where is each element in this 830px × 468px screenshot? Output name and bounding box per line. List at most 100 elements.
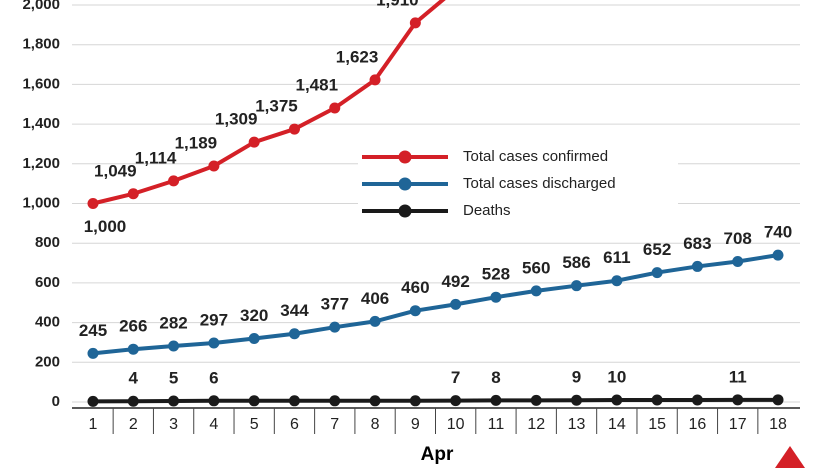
legend-label: Total cases confirmed: [463, 148, 608, 165]
data-label: 9: [572, 368, 581, 387]
point: [329, 395, 341, 407]
y-tick-label: 200: [35, 353, 60, 370]
x-tick-label: 9: [411, 416, 420, 433]
point: [611, 394, 623, 406]
data-label: 406: [361, 289, 389, 308]
point: [168, 340, 180, 352]
point: [127, 395, 139, 407]
point: [329, 321, 341, 333]
point: [409, 395, 421, 407]
y-tick-label: 800: [35, 234, 60, 251]
data-label: 1,623: [336, 47, 379, 66]
point: [369, 315, 381, 327]
point: [409, 17, 421, 29]
legend-label: Total cases discharged: [463, 175, 616, 192]
series-line: [92, 0, 446, 206]
data-label: 7: [451, 368, 460, 387]
data-label: 683: [683, 234, 711, 253]
point: [490, 394, 502, 406]
point: [87, 395, 99, 407]
x-tick-label: 18: [769, 416, 787, 433]
point: [691, 394, 703, 406]
data-label: 492: [441, 272, 469, 291]
x-tick-label: 4: [209, 416, 218, 433]
data-label: 460: [401, 278, 429, 297]
point: [87, 347, 99, 359]
data-label: 708: [724, 229, 752, 248]
point: [208, 337, 220, 349]
y-tick-label: 1,600: [22, 75, 60, 92]
data-label: 1,910: [376, 0, 419, 9]
y-tick-label: 1,200: [22, 155, 60, 172]
y-tick-label: 1,400: [22, 115, 60, 132]
data-label: 1,481: [295, 76, 338, 95]
data-label: 266: [119, 317, 147, 336]
data-label: 1,049: [94, 161, 137, 180]
data-label: 320: [240, 306, 268, 325]
x-tick-label: 7: [330, 416, 339, 433]
point: [409, 305, 421, 317]
x-tick-label: 6: [290, 416, 299, 433]
x-tick-label: 8: [371, 416, 380, 433]
point: [248, 332, 260, 344]
x-tick-label: 5: [250, 416, 259, 433]
data-label: 282: [159, 314, 187, 333]
legend-label: Deaths: [463, 202, 511, 219]
data-label: 11: [729, 367, 747, 386]
x-tick-label: 11: [488, 416, 505, 433]
x-tick-label: 2: [129, 416, 138, 433]
point: [651, 267, 663, 279]
point: [571, 280, 583, 292]
point: [369, 395, 381, 407]
data-label: 344: [280, 301, 309, 320]
y-tick-label: 1,000: [22, 194, 60, 211]
y-tick-label: 600: [35, 274, 60, 291]
point: [288, 395, 300, 407]
point: [732, 255, 744, 267]
plot-area: [87, 0, 784, 407]
data-label: 245: [79, 321, 107, 340]
point: [691, 260, 703, 272]
x-tick-label: 12: [527, 416, 545, 433]
series-line: [92, 397, 778, 404]
x-tick-label: 13: [568, 416, 586, 433]
data-label: 1,000: [84, 217, 127, 236]
data-label: 1,114: [135, 148, 177, 167]
point: [772, 394, 784, 406]
logo: [775, 446, 805, 468]
point: [168, 175, 180, 187]
x-tick-label: 17: [729, 416, 747, 433]
point: [611, 275, 623, 287]
point: [248, 395, 260, 407]
data-label: 1,375: [255, 97, 298, 116]
data-label: 528: [482, 265, 510, 284]
point: [450, 395, 462, 407]
data-label: 560: [522, 258, 550, 277]
point: [248, 136, 260, 148]
x-axis-label: Apr: [421, 444, 454, 465]
data-label: 586: [562, 253, 590, 272]
data-label: 6: [209, 368, 218, 387]
y-tick-label: 400: [35, 314, 60, 331]
x-tick-label: 16: [689, 416, 707, 433]
x-tick-label: 15: [648, 416, 666, 433]
point: [530, 285, 542, 297]
point: [732, 394, 744, 406]
legend-marker: [398, 204, 412, 218]
point: [772, 249, 784, 261]
legend-marker: [398, 150, 412, 164]
y-tick-label: 0: [52, 393, 60, 410]
data-label: 740: [764, 223, 792, 242]
point: [651, 394, 663, 406]
point: [208, 395, 220, 407]
data-label: 611: [603, 248, 630, 267]
point: [168, 395, 180, 407]
data-label: 10: [607, 367, 626, 386]
point: [571, 394, 583, 406]
series-line: [92, 253, 779, 356]
data-label: 1,309: [215, 110, 258, 129]
point: [369, 74, 381, 86]
data-label: 5: [169, 368, 178, 387]
point: [288, 123, 300, 135]
